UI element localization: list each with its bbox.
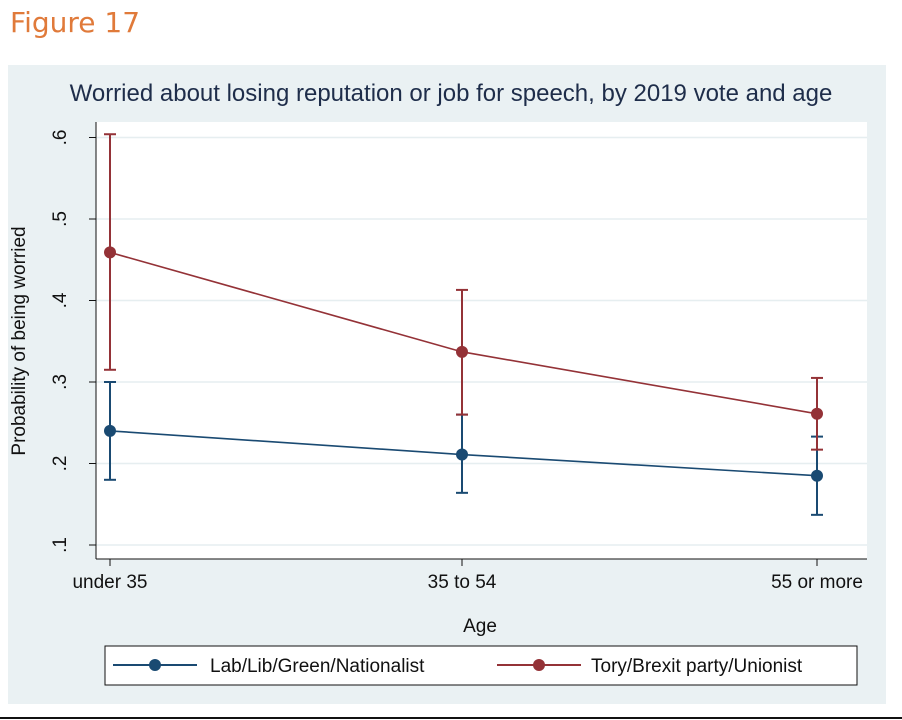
y-tick-label: .3 [50, 374, 71, 390]
legend-marker [533, 659, 545, 671]
plot-area [96, 122, 867, 559]
legend-label: Lab/Lib/Green/Nationalist [210, 656, 425, 677]
data-point [104, 246, 116, 259]
chart-title: Worried about losing reputation or job f… [70, 80, 833, 107]
y-tick-label: .2 [50, 456, 71, 472]
legend-label: Tory/Brexit party/Unionist [591, 656, 803, 677]
data-point [811, 407, 823, 420]
data-point [811, 469, 823, 482]
y-tick-label: .4 [50, 292, 71, 308]
legend [104, 645, 858, 686]
legend-marker [149, 659, 161, 671]
x-tick-label: under 35 [72, 572, 147, 593]
x-axis-label: Age [463, 616, 497, 637]
x-tick-label: 35 to 54 [428, 572, 497, 593]
data-point [104, 424, 116, 437]
data-point [456, 345, 468, 358]
y-tick-label: .5 [50, 211, 71, 227]
y-tick-label: .1 [50, 537, 71, 553]
data-point [456, 448, 468, 461]
y-axis-label: Probability of being worried [9, 226, 30, 455]
y-tick-label: .6 [50, 130, 71, 146]
x-tick-label: 55 or more [771, 572, 863, 593]
figure-label: Figure 17 [10, 6, 141, 39]
